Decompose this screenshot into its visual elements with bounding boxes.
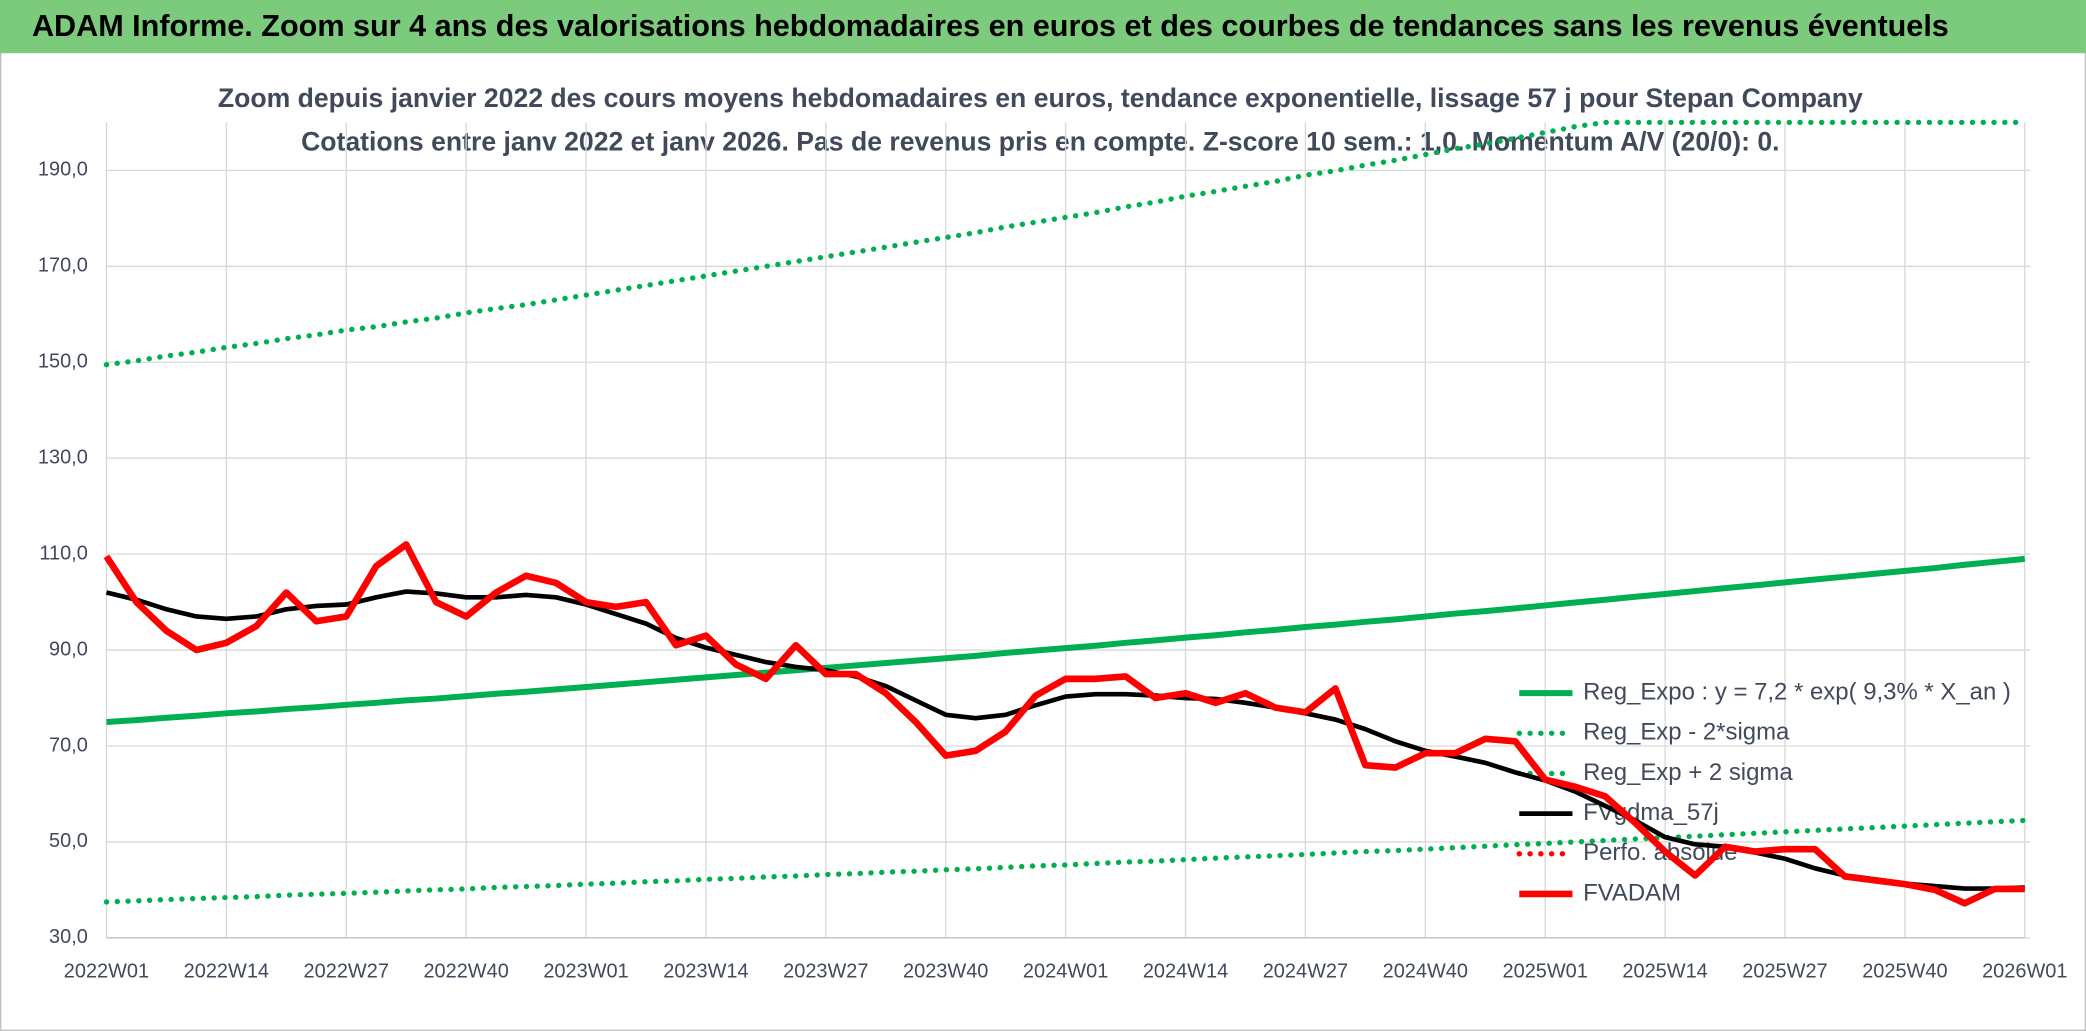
x-tick-label: 2023W01 <box>543 961 628 983</box>
header-title: ADAM Informe. Zoom sur 4 ans des valoris… <box>32 9 1949 43</box>
x-tick-label: 2023W14 <box>663 961 748 983</box>
legend-label: Reg_Exp + 2 sigma <box>1583 759 1793 786</box>
y-tick-label: 190,0 <box>38 159 88 181</box>
y-tick-label: 110,0 <box>39 542 87 564</box>
series-line <box>106 555 2026 725</box>
series-line <box>105 589 2025 891</box>
y-tick-label: 130,0 <box>38 446 88 468</box>
y-tick-label: 90,0 <box>49 638 88 660</box>
y-tick-label: 70,0 <box>49 734 88 756</box>
y-tick-label: 150,0 <box>38 351 88 373</box>
series-line <box>103 119 2028 368</box>
chart-subtitle: Cotations entre janv 2022 et janv 2026. … <box>301 127 1779 157</box>
x-tick-label: 2022W40 <box>423 961 508 983</box>
chart-title: Zoom depuis janvier 2022 des cours moyen… <box>218 83 1863 113</box>
x-tick-label: 2023W40 <box>903 961 988 983</box>
x-tick-label: 2022W01 <box>64 961 149 983</box>
y-tick-label: 170,0 <box>38 255 88 277</box>
x-tick-label: 2025W27 <box>1742 961 1827 983</box>
x-tick-label: 2023W27 <box>783 961 868 983</box>
y-tick-label: 50,0 <box>49 830 88 852</box>
x-tick-label: 2024W01 <box>1023 961 1108 983</box>
x-tick-label: 2024W27 <box>1263 961 1348 983</box>
legend-label: Reg_Exp - 2*sigma <box>1583 719 1790 746</box>
y-tick-label: 30,0 <box>49 926 88 948</box>
x-tick-label: 2025W01 <box>1503 961 1588 983</box>
grid: 30,0 50,0 70,0 90,0 110,0 130,0 150,0 170,0 190,… <box>38 122 2067 983</box>
x-tick-label: 2025W40 <box>1862 961 1947 983</box>
x-tick-label: 2026W01 <box>1982 961 2067 983</box>
legend-label: FVADAM <box>1583 879 1681 906</box>
legend-label: FVgdma_57j <box>1583 799 1719 826</box>
x-tick-label: 2025W14 <box>1622 961 1707 983</box>
series-line <box>103 541 2025 907</box>
x-tick-label: 2022W27 <box>304 961 389 983</box>
series-line <box>103 817 2028 905</box>
lines <box>103 119 2028 907</box>
header-bar <box>0 0 2086 54</box>
x-tick-label: 2024W40 <box>1383 961 1468 983</box>
x-tick-label: 2024W14 <box>1143 961 1228 983</box>
x-tick-label: 2022W14 <box>184 961 269 983</box>
legend-label: Reg_Expo : y = 7,2 * exp( 9,3% * X_an ) <box>1583 678 2011 705</box>
